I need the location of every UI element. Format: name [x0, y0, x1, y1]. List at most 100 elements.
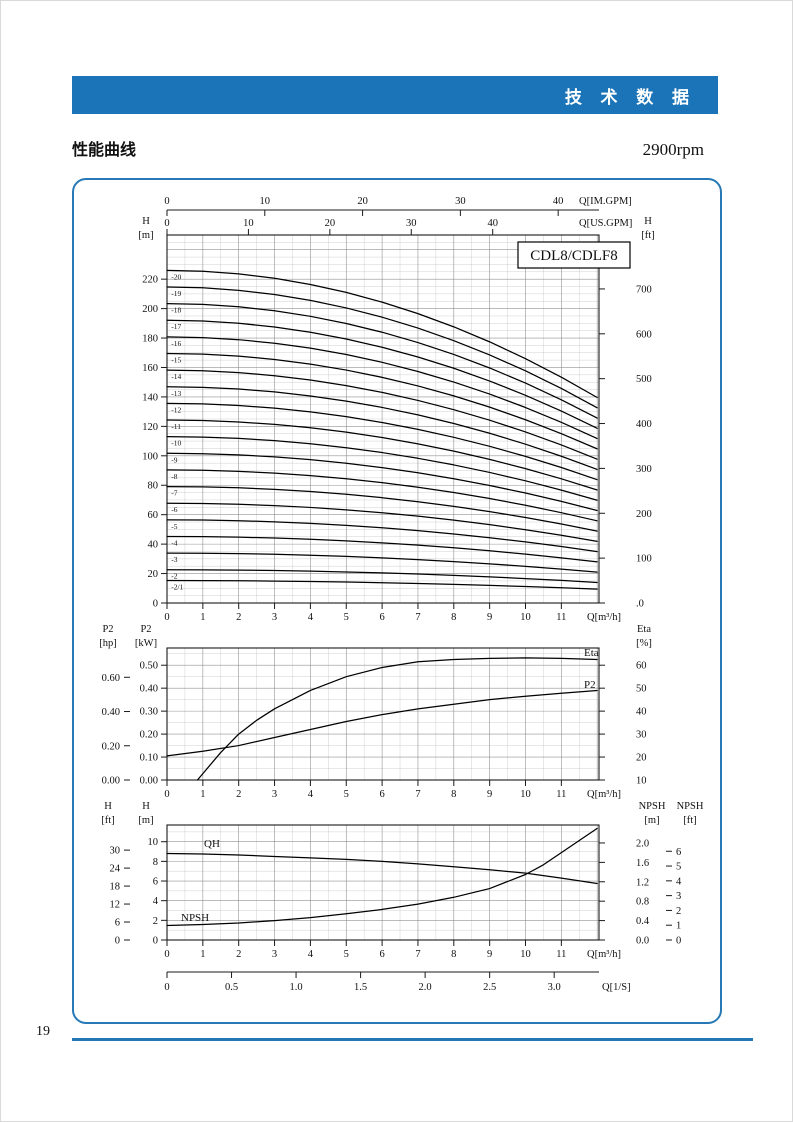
svg-text:-16: -16 [171, 339, 181, 348]
svg-text:40: 40 [636, 707, 647, 718]
svg-text:[m]: [m] [644, 815, 659, 826]
svg-text:[hp]: [hp] [99, 638, 117, 649]
svg-text:-3: -3 [171, 555, 177, 564]
svg-text:8: 8 [451, 789, 456, 800]
svg-text:2.0: 2.0 [419, 982, 432, 993]
svg-text:2.5: 2.5 [483, 982, 496, 993]
svg-text:P2: P2 [102, 624, 113, 635]
svg-text:10: 10 [520, 789, 531, 800]
svg-text:.0: .0 [636, 599, 644, 610]
svg-text:1: 1 [200, 612, 205, 623]
svg-text:300: 300 [636, 464, 652, 475]
svg-text:30: 30 [110, 846, 121, 857]
page-number: 19 [36, 1024, 50, 1039]
svg-text:4: 4 [308, 612, 314, 623]
svg-text:-2: -2 [171, 572, 177, 581]
svg-text:20: 20 [636, 753, 647, 764]
svg-text:200: 200 [636, 509, 652, 520]
svg-text:8: 8 [153, 857, 158, 868]
svg-text:100: 100 [636, 554, 652, 565]
svg-text:140: 140 [142, 392, 158, 403]
svg-text:100: 100 [142, 451, 158, 462]
svg-text:6: 6 [676, 847, 681, 858]
svg-text:H: H [142, 216, 150, 227]
svg-text:0: 0 [164, 196, 169, 207]
svg-text:0.10: 0.10 [140, 753, 158, 764]
svg-text:-7: -7 [171, 489, 177, 498]
svg-text:700: 700 [636, 284, 652, 295]
svg-text:-5: -5 [171, 522, 177, 531]
svg-text:40: 40 [553, 196, 564, 207]
svg-text:5: 5 [676, 862, 681, 873]
header-title: 技 术 数 据 [564, 87, 696, 107]
svg-text:5: 5 [344, 949, 349, 960]
svg-text:10: 10 [520, 612, 531, 623]
section-title: 性能曲线 [72, 142, 137, 159]
svg-text:1: 1 [676, 921, 681, 932]
svg-text:-12: -12 [171, 405, 181, 414]
svg-text:600: 600 [636, 329, 652, 340]
svg-text:Q[m³/h]: Q[m³/h] [587, 612, 621, 623]
svg-text:-13: -13 [171, 389, 181, 398]
svg-text:H: H [142, 801, 150, 812]
svg-text:18: 18 [110, 882, 121, 893]
svg-text:220: 220 [142, 275, 158, 286]
svg-text:0.20: 0.20 [102, 741, 120, 752]
svg-text:Q[1/S]: Q[1/S] [602, 982, 631, 993]
svg-text:8: 8 [451, 612, 456, 623]
svg-text:0.50: 0.50 [140, 661, 158, 672]
performance-curves-panel: 0 10 20 30 40 Q[IM.GPM] 0 10 20 30 40 Q[US.GPM] H [m]… [72, 178, 722, 1024]
svg-text:-2/1: -2/1 [171, 583, 183, 592]
svg-text:10: 10 [636, 776, 647, 787]
svg-text:120: 120 [142, 422, 158, 433]
svg-text:400: 400 [636, 419, 652, 430]
svg-text:-10: -10 [171, 439, 181, 448]
svg-text:1.6: 1.6 [636, 858, 649, 869]
svg-text:6: 6 [153, 877, 158, 888]
svg-text:180: 180 [142, 334, 158, 345]
svg-text:20: 20 [357, 196, 368, 207]
svg-text:P2: P2 [140, 624, 151, 635]
svg-text:9: 9 [487, 789, 492, 800]
svg-text:0.40: 0.40 [102, 707, 120, 718]
svg-text:60: 60 [148, 510, 159, 521]
svg-text:0: 0 [164, 982, 169, 993]
title-row: 性能曲线 2900rpm [72, 136, 718, 160]
header-bar: 技 术 数 据 [72, 76, 718, 114]
svg-text:0: 0 [164, 218, 169, 229]
svg-text:NPSH: NPSH [677, 801, 704, 812]
svg-text:-18: -18 [171, 306, 181, 315]
svg-text:60: 60 [636, 661, 647, 672]
svg-text:-15: -15 [171, 355, 181, 364]
svg-text:30: 30 [406, 218, 417, 229]
svg-text:Eta: Eta [584, 647, 599, 659]
svg-text:H: H [644, 216, 652, 227]
svg-text:-9: -9 [171, 455, 177, 464]
svg-text:11: 11 [556, 949, 566, 960]
svg-text:-8: -8 [171, 472, 177, 481]
svg-text:[m]: [m] [138, 815, 153, 826]
svg-text:1.5: 1.5 [354, 982, 367, 993]
svg-text:P2: P2 [584, 679, 596, 691]
svg-text:0.40: 0.40 [140, 684, 158, 695]
svg-text:30: 30 [455, 196, 466, 207]
svg-text:0.00: 0.00 [102, 776, 120, 787]
svg-text:6: 6 [115, 918, 120, 929]
svg-text:0.4: 0.4 [636, 916, 650, 927]
svg-text:20: 20 [148, 569, 159, 580]
svg-text:0.60: 0.60 [102, 673, 120, 684]
svg-text:0.30: 0.30 [140, 707, 158, 718]
svg-text:2: 2 [153, 916, 158, 927]
svg-text:4: 4 [153, 896, 159, 907]
svg-text:9: 9 [487, 612, 492, 623]
svg-text:0: 0 [115, 936, 120, 947]
svg-text:500: 500 [636, 374, 652, 385]
svg-text:20: 20 [325, 218, 336, 229]
curves-svg: 0 10 20 30 40 Q[IM.GPM]0 10 20 30 40 Q[US.GPM]H[m]… [99, 196, 704, 993]
svg-text:7: 7 [415, 789, 420, 800]
svg-text:3: 3 [272, 612, 277, 623]
svg-text:0: 0 [676, 936, 681, 947]
svg-text:4: 4 [676, 876, 682, 887]
svg-text:200: 200 [142, 304, 158, 315]
